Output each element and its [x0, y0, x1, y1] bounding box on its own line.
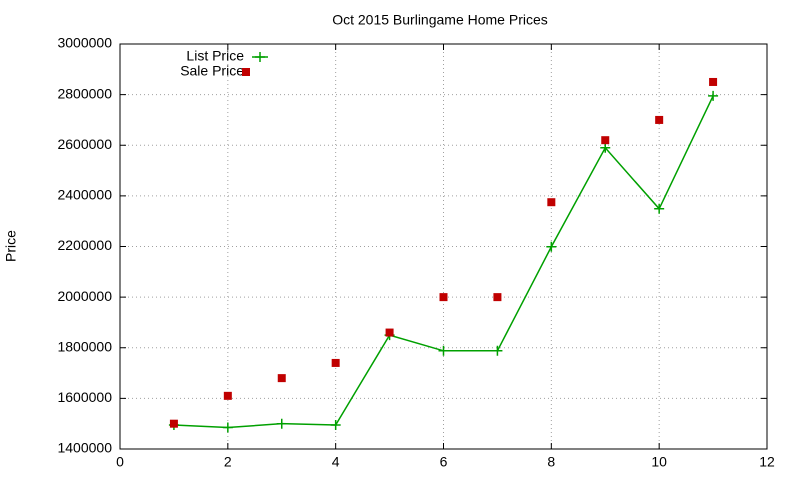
- y-tick-label: 2800000: [57, 85, 112, 101]
- point: [709, 77, 718, 86]
- point: [330, 419, 341, 430]
- legend-marker: [255, 52, 265, 62]
- y-axis-label: Price: [3, 230, 19, 262]
- y-tick-label: 1600000: [57, 389, 112, 405]
- point: [600, 142, 611, 153]
- point: [439, 293, 448, 302]
- point: [438, 345, 449, 356]
- point: [492, 345, 503, 356]
- x-tick-label: 0: [116, 454, 124, 470]
- point: [222, 422, 233, 433]
- y-tick-label: 2000000: [57, 288, 112, 304]
- legend-label: Sale Price: [180, 63, 244, 79]
- chart-title: Oct 2015 Burlingame Home Prices: [332, 12, 548, 28]
- point: [169, 419, 178, 428]
- point: [223, 391, 232, 400]
- y-tick-label: 2400000: [57, 187, 112, 203]
- point: [655, 115, 664, 124]
- point: [277, 374, 286, 383]
- y-tick-label: 2200000: [57, 237, 112, 253]
- point: [385, 328, 394, 337]
- legend-label: List Price: [186, 48, 244, 64]
- x-tick-label: 2: [224, 454, 232, 470]
- point: [601, 136, 610, 145]
- point: [546, 241, 557, 252]
- x-tick-label: 8: [547, 454, 555, 470]
- point: [708, 90, 719, 101]
- point: [331, 358, 340, 367]
- y-tick-label: 1800000: [57, 338, 112, 354]
- y-tick-label: 1400000: [57, 440, 112, 456]
- legend-marker: [242, 68, 250, 76]
- point: [654, 203, 665, 214]
- point: [276, 418, 287, 429]
- y-tick-label: 2600000: [57, 136, 112, 152]
- x-tick-label: 12: [759, 454, 775, 470]
- point: [493, 293, 502, 302]
- x-tick-label: 6: [440, 454, 448, 470]
- x-tick-label: 10: [651, 454, 667, 470]
- y-tick-label: 3000000: [57, 35, 112, 51]
- point: [547, 198, 556, 207]
- plot-frame: [119, 43, 768, 450]
- x-tick-label: 4: [332, 454, 340, 470]
